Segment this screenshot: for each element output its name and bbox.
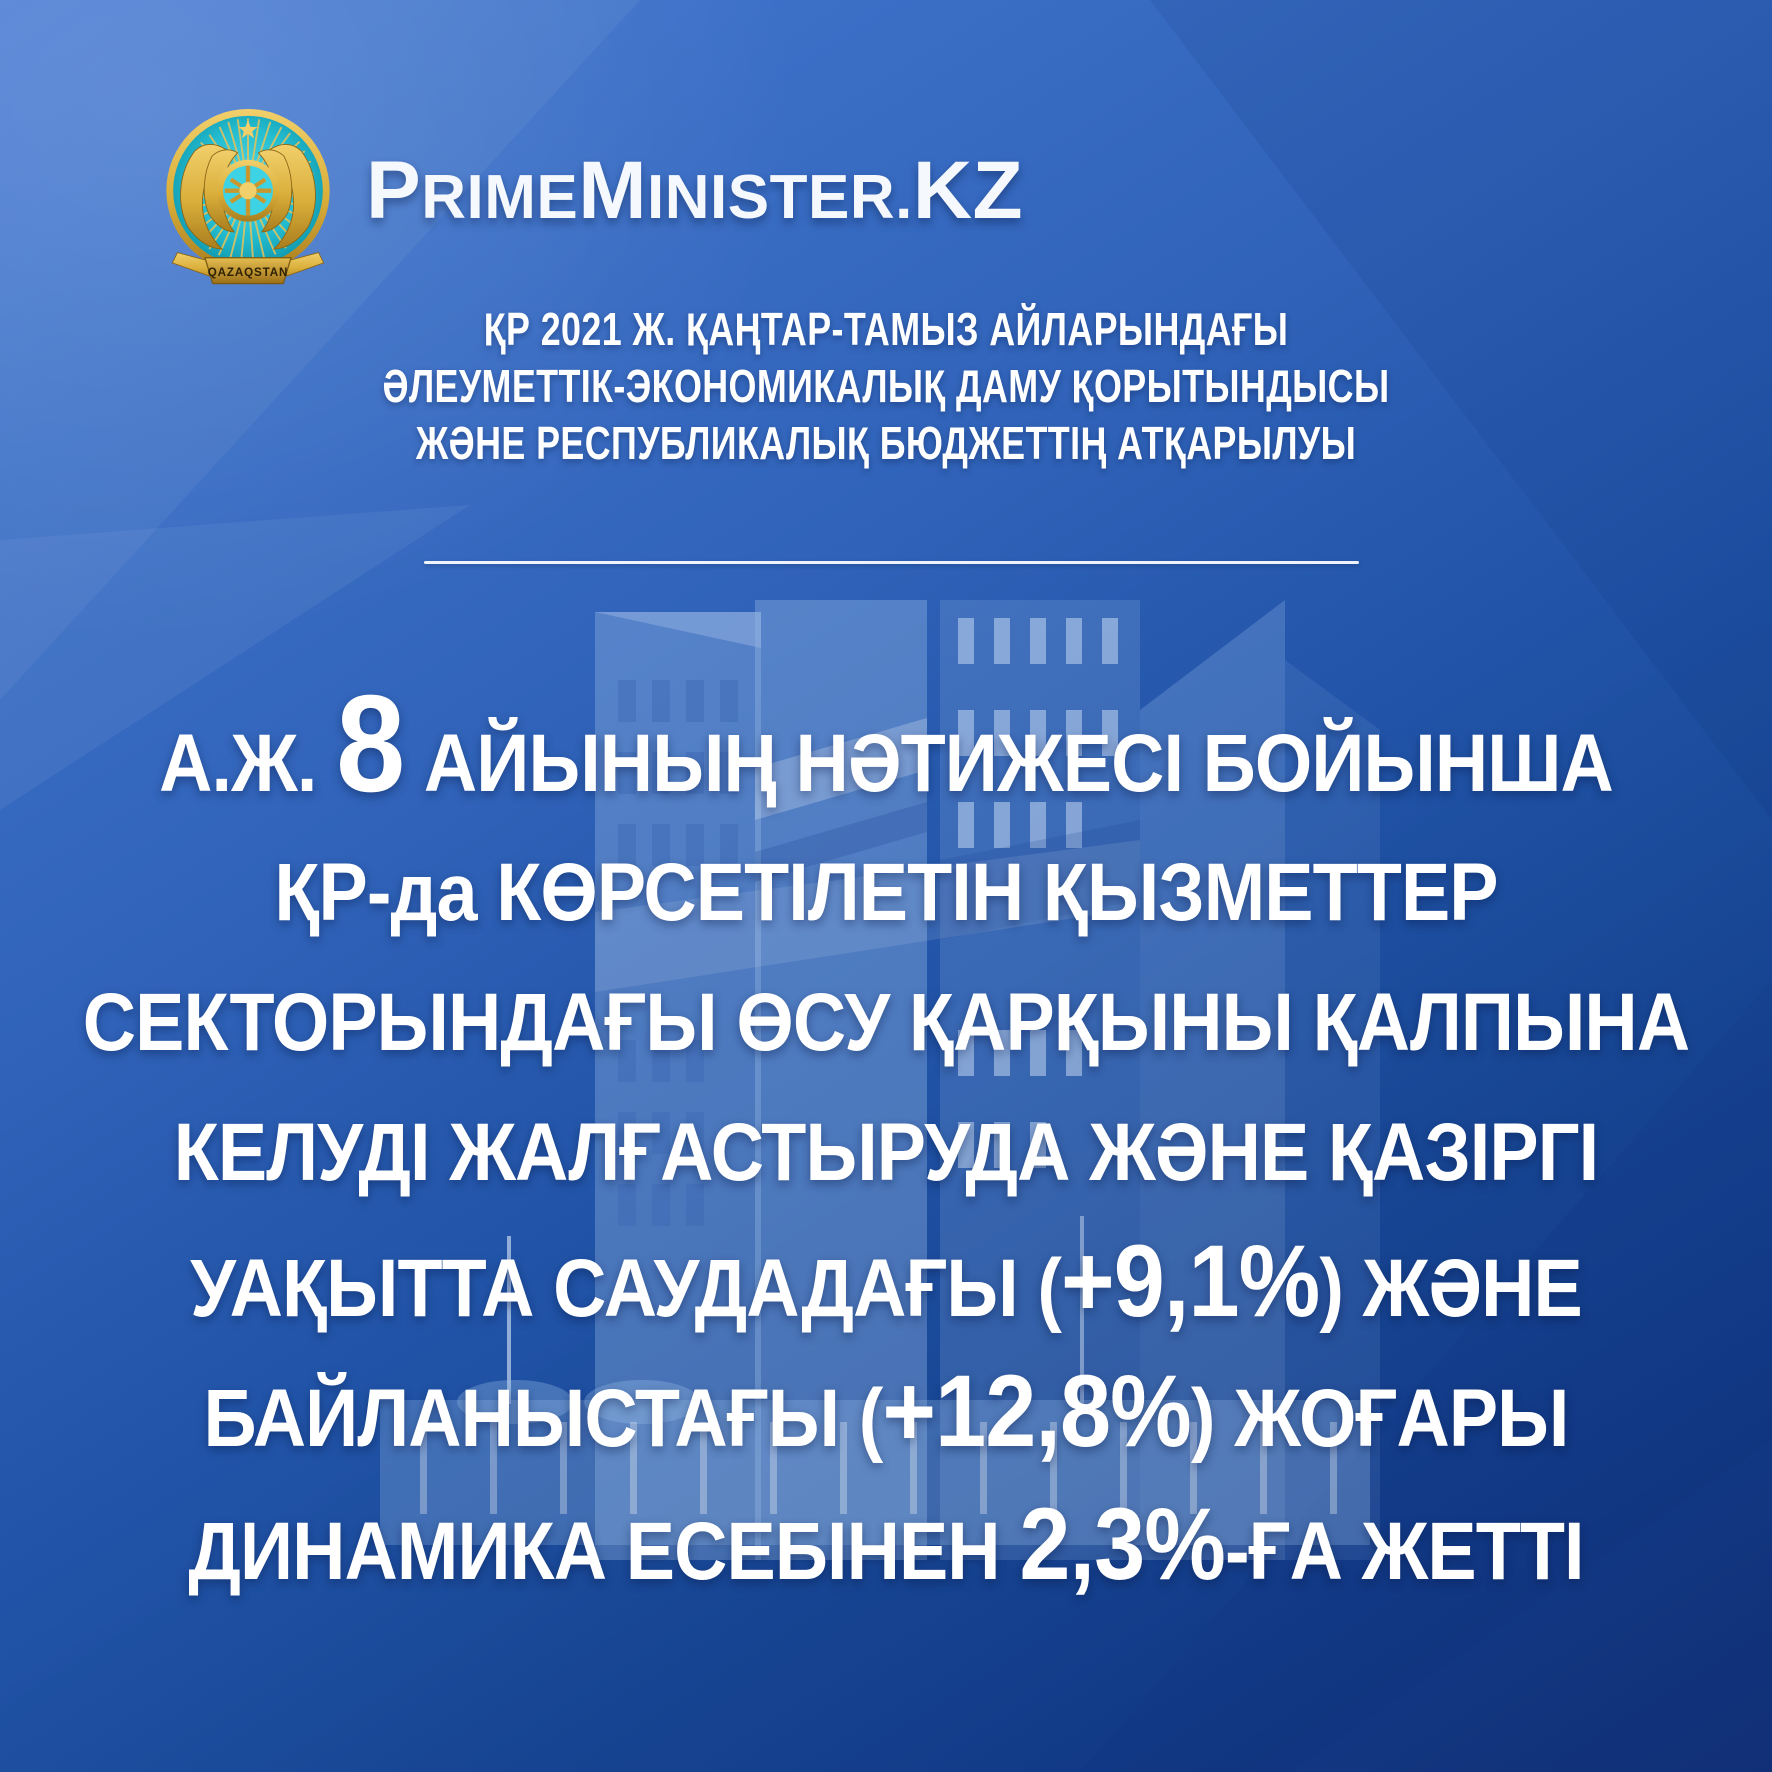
message-line: ДИНАМИКА ЕСЕБІНЕН 2,3% -ҒА ЖЕТТІ [89, 1493, 1684, 1595]
message-text: АЙЫНЫҢ НӘТИЖЕСІ БОЙЫНША [404, 718, 1614, 809]
message-highlight-number: +12,8% [882, 1354, 1191, 1468]
message-line: УАҚЫТТА САУДАДАҒЫ (+9,1%) ЖӘНЕ [89, 1230, 1684, 1332]
message-text: СЕКТОРЫНДАҒЫ ӨСУ ҚАРҚЫНЫ ҚАЛПЫНА [82, 977, 1690, 1068]
message-line: БАЙЛАНЫСТАҒЫ (+12,8%) ЖОҒАРЫ [89, 1360, 1684, 1462]
message-text: БАЙЛАНЫСТАҒЫ ( [203, 1373, 883, 1464]
message-text: ДИНАМИКА ЕСЕБІНЕН [188, 1506, 1020, 1597]
message-line: КЕЛУДІ ЖАЛҒАСТЫРУДА ЖӘНЕ ҚАЗІРГІ [89, 1112, 1684, 1194]
message-text: ) ЖӘНЕ [1319, 1243, 1582, 1334]
emblem-caption: QAZAQSTAN [208, 266, 288, 279]
message-text: ) ЖОҒАРЫ [1190, 1373, 1570, 1464]
brand-letter-group: KZ [912, 145, 1024, 236]
message-line: СЕКТОРЫНДАҒЫ ӨСУ ҚАРҚЫНЫ ҚАЛПЫНА [83, 982, 1690, 1064]
brand-letter-group: RIME [421, 163, 579, 232]
brand-letter-group: M [578, 145, 648, 236]
brand-letter-group: INISTER. [647, 163, 913, 232]
subtitle-line: ӘЛЕУМЕТТІК-ЭКОНОМИКАЛЫҚ ДАМУ ҚОРЫТЫНДЫСЫ [382, 360, 1390, 412]
message-text: А.Ж. [159, 718, 337, 809]
site-logo: P RIME M INISTER. KZ [366, 150, 1023, 250]
message-text: КЕЛУДІ ЖАЛҒАСТЫРУДА ЖӘНЕ ҚАЗІРГІ [173, 1107, 1599, 1198]
message-line: ҚР-да КӨРСЕТІЛЕТІН ҚЫЗМЕТТЕР [89, 852, 1684, 934]
subtitle-line: ҚР 2021 Ж. ҚАҢТАР-ТАМЫЗ АЙЛАРЫНДАҒЫ [483, 303, 1289, 355]
message-highlight-number: 8 [336, 667, 405, 821]
message-text: УАҚЫТТА САУДАДАҒЫ ( [190, 1243, 1062, 1334]
kazakhstan-emblem: QAZAQSTAN [166, 108, 330, 285]
brand-letter-group: P [366, 145, 422, 236]
subtitle-line: ЖӘНЕ РЕСПУБЛИКАЛЫҚ БЮДЖЕТТІҢ АТҚАРЫЛУЫ [415, 417, 1357, 469]
message-line: А.Ж. 8 АЙЫНЫҢ НӘТИЖЕСІ БОЙЫНША [89, 675, 1684, 813]
divider-line [424, 561, 1359, 564]
poster-subtitle: ҚР 2021 Ж. ҚАҢТАР-ТАМЫЗ АЙЛАРЫНДАҒЫ ӘЛЕУМ… [195, 301, 1577, 472]
message-highlight-number: +9,1% [1061, 1224, 1320, 1338]
message-text: -ҒА ЖЕТТІ [1224, 1506, 1585, 1597]
message-text: ҚР-да КӨРСЕТІЛЕТІН ҚЫЗМЕТТЕР [274, 847, 1498, 938]
message-highlight-number: 2,3% [1019, 1487, 1226, 1601]
